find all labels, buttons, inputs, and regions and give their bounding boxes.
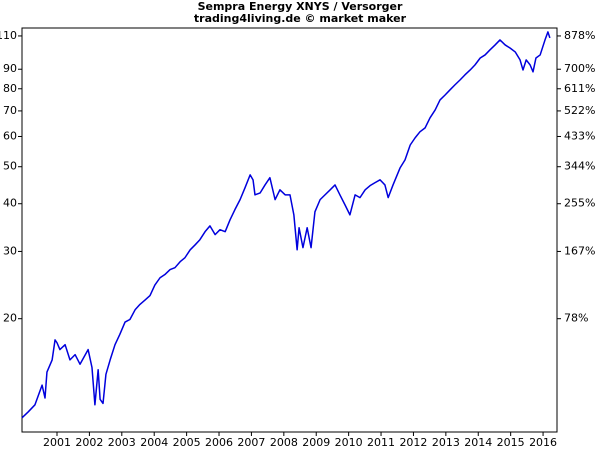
y2-tick-label: 433% [564,129,595,142]
x-tick-label: 2014 [464,436,492,449]
x-tick-label: 2012 [399,436,427,449]
y-tick-label: 60 [3,129,17,142]
y2-tick-label: 522% [564,104,595,117]
y2-tick-label: 700% [564,62,595,75]
x-tick-label: 2016 [529,436,557,449]
chart-subtitle: trading4living.de © market maker [194,12,407,25]
y2-tick-label: 611% [564,82,595,95]
x-tick-label: 2006 [205,436,233,449]
x-tick-label: 2005 [173,436,201,449]
y-tick-label: 20 [3,312,17,325]
y-tick-label: 30 [3,244,17,257]
y2-tick-label: 78% [564,312,588,325]
y2-tick-label: 167% [564,244,595,257]
plot-frame [21,27,558,433]
x-tick-label: 2007 [237,436,265,449]
x-tick-label: 2010 [335,436,363,449]
chart-title: Sempra Energy XNYS / Versorger [198,0,403,13]
x-tick-label: 2008 [270,436,298,449]
y-tick-label: 90 [3,62,17,75]
y-tick-label: 80 [3,82,17,95]
x-tick-label: 2001 [43,436,71,449]
y-tick-label: 110 [0,29,17,42]
y2-tick-label: 878% [564,29,595,42]
y-tick-label: 50 [3,160,17,173]
x-tick-label: 2011 [367,436,395,449]
y-tick-label: 40 [3,197,17,210]
x-tick-label: 2004 [140,436,168,449]
x-tick-label: 2015 [497,436,525,449]
y2-tick-label: 255% [564,197,595,210]
x-tick-label: 2013 [432,436,460,449]
x-tick-label: 2009 [302,436,330,449]
y2-tick-label: 344% [564,160,595,173]
y-tick-label: 70 [3,104,17,117]
x-tick-label: 2002 [75,436,103,449]
price-line [21,31,551,419]
x-tick-label: 2003 [108,436,136,449]
